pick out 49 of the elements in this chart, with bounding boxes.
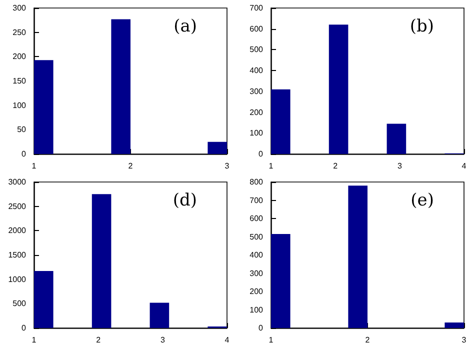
y-tick-label: 300 [250, 268, 264, 278]
y-tick-label: 0 [258, 324, 264, 332]
x-tick-label: 1 [32, 336, 37, 344]
y-tick-label: 300 [12, 4, 27, 12]
y-tick-label: 100 [250, 305, 264, 314]
y-tick-label: 200 [250, 287, 264, 296]
x-tick-label: 2 [96, 336, 102, 344]
y-tick-label: 500 [12, 299, 27, 308]
annotation: (d) [172, 190, 198, 210]
y-tick-label: 700 [250, 196, 264, 205]
y-tick-label: 1000 [8, 274, 27, 284]
y-tick-label: 0 [22, 324, 27, 332]
y-tick-label: 3000 [8, 178, 27, 186]
x-tick-label: 3 [462, 336, 467, 344]
y-tick-label: 700 [250, 4, 264, 12]
y-tick-label: 200 [250, 108, 264, 117]
annotation: (a) [174, 16, 198, 36]
y-tick-label: 300 [250, 86, 264, 96]
y-tick-label: 400 [250, 250, 264, 260]
x-tick-label: 2 [365, 336, 370, 344]
annotation: (e) [410, 190, 434, 210]
annotation: (b) [410, 16, 434, 36]
y-tick-label: 50 [17, 125, 27, 134]
y-tick-label: 500 [250, 232, 264, 242]
x-tick-label: 3 [160, 336, 166, 344]
y-tick-label: 500 [250, 45, 264, 54]
y-tick-label: 600 [250, 24, 264, 34]
y-tick-label: 250 [12, 28, 27, 37]
y-tick-label: 600 [250, 214, 264, 223]
x-tick-label: 2 [128, 162, 134, 170]
y-tick-label: 100 [12, 100, 27, 110]
y-tick-label: 2500 [8, 202, 27, 211]
x-tick-label: 4 [462, 162, 467, 170]
x-tick-label: 3 [224, 162, 230, 170]
y-tick-label: 150 [12, 76, 27, 86]
x-tick-label: 3 [397, 162, 402, 170]
y-tick-label: 800 [250, 178, 264, 186]
y-tick-label: 0 [258, 150, 264, 158]
x-tick-label: 1 [268, 162, 274, 170]
x-tick-label: 1 [268, 336, 274, 344]
y-tick-label: 2000 [8, 226, 27, 236]
y-tick-label: 400 [250, 66, 264, 76]
x-tick-label: 4 [224, 336, 230, 344]
y-tick-label: 1500 [8, 250, 27, 260]
x-tick-label: 2 [333, 162, 338, 170]
y-tick-label: 100 [250, 128, 264, 138]
y-tick-label: 0 [22, 150, 27, 158]
x-tick-label: 1 [32, 162, 37, 170]
y-tick-label: 200 [12, 52, 27, 62]
